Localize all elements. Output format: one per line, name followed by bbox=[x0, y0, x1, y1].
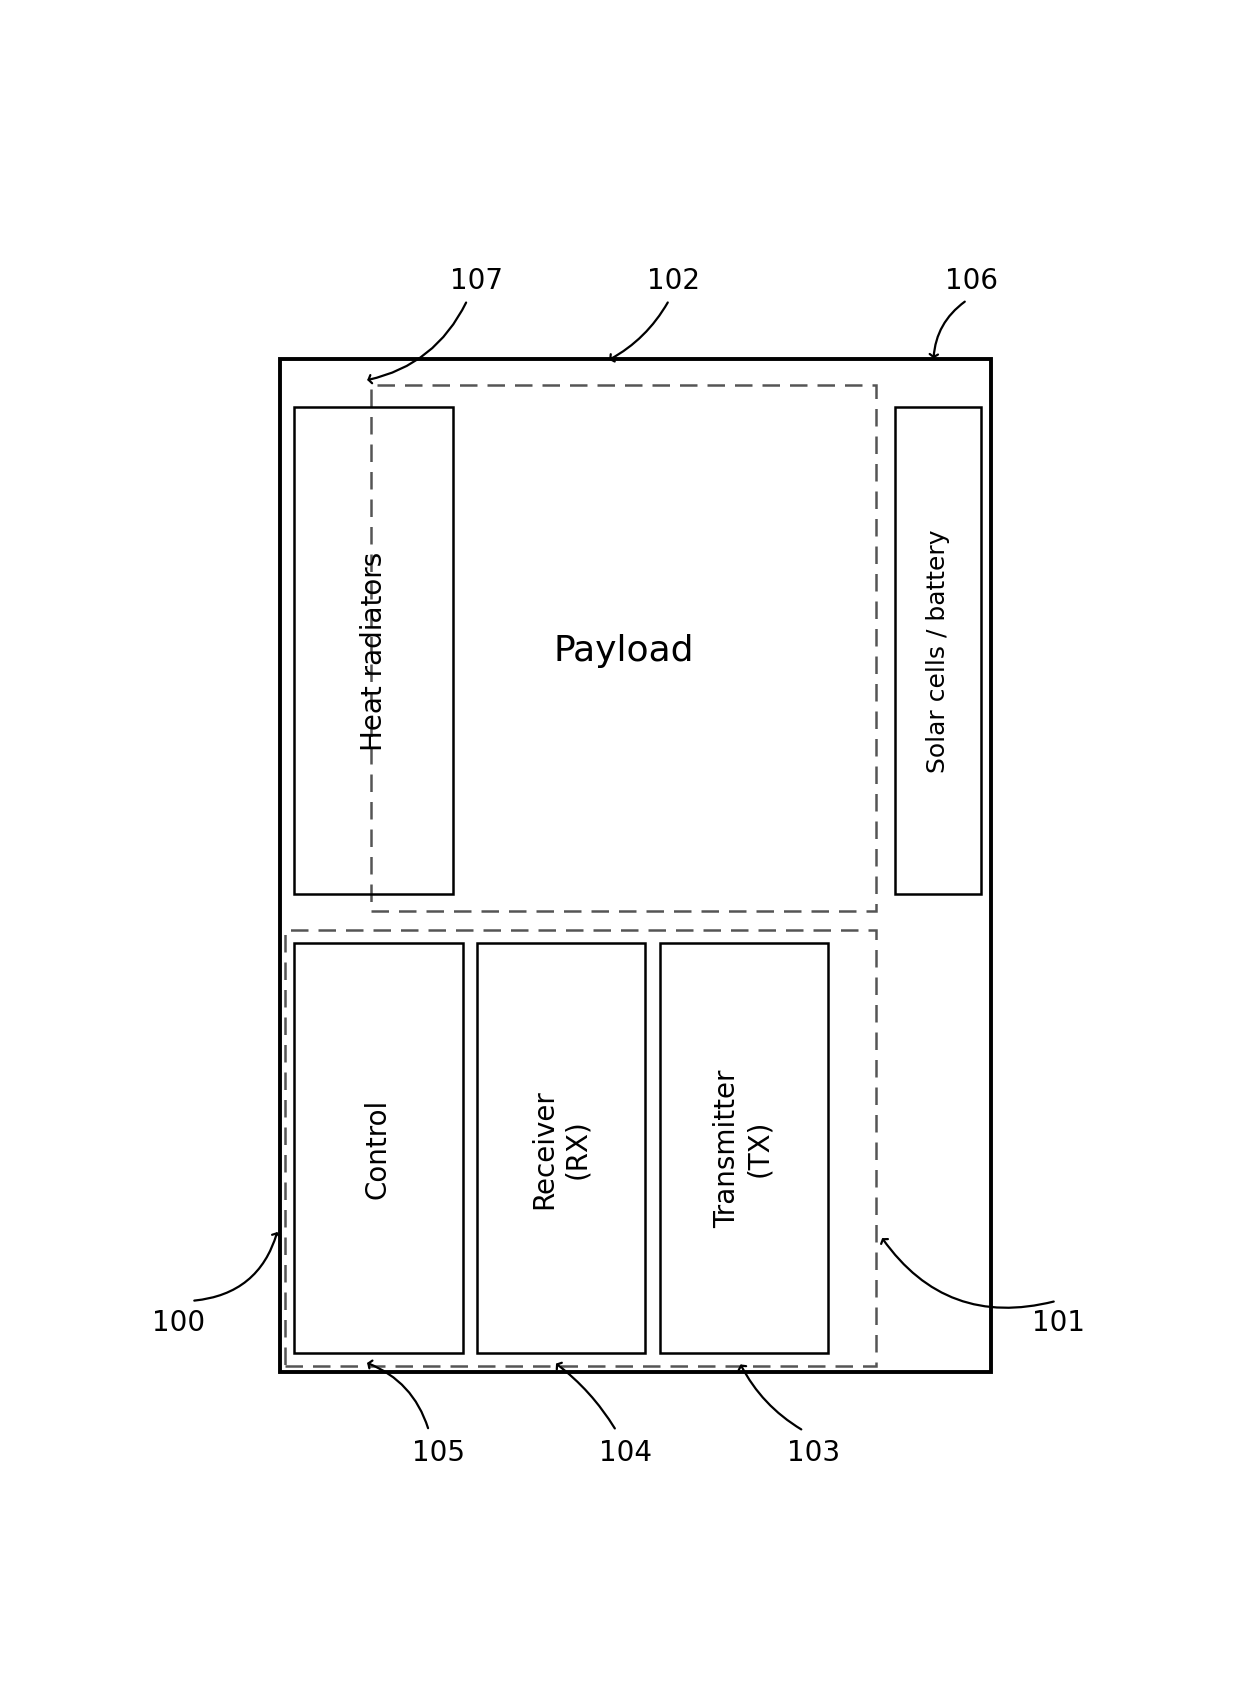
Text: 105: 105 bbox=[412, 1438, 465, 1467]
Text: 107: 107 bbox=[450, 267, 503, 294]
Bar bbox=[660, 944, 828, 1352]
Text: Payload: Payload bbox=[554, 635, 694, 668]
Text: 106: 106 bbox=[945, 267, 998, 294]
Text: 101: 101 bbox=[1032, 1308, 1085, 1337]
Bar bbox=[294, 407, 453, 895]
Bar bbox=[371, 385, 875, 912]
Text: 104: 104 bbox=[599, 1438, 652, 1467]
Text: Transmitter
(TX): Transmitter (TX) bbox=[713, 1070, 774, 1229]
Text: Heat radiators: Heat radiators bbox=[360, 552, 388, 751]
Bar bbox=[280, 358, 991, 1372]
Bar bbox=[285, 930, 875, 1366]
Text: Receiver
(RX): Receiver (RX) bbox=[531, 1089, 590, 1209]
Text: 102: 102 bbox=[647, 267, 701, 294]
Text: 103: 103 bbox=[786, 1438, 839, 1467]
Text: 100: 100 bbox=[153, 1308, 206, 1337]
Bar bbox=[477, 944, 645, 1352]
Text: Control: Control bbox=[365, 1099, 392, 1198]
Text: Solar cells / battery: Solar cells / battery bbox=[926, 530, 950, 773]
Bar bbox=[895, 407, 982, 895]
Bar bbox=[294, 944, 463, 1352]
